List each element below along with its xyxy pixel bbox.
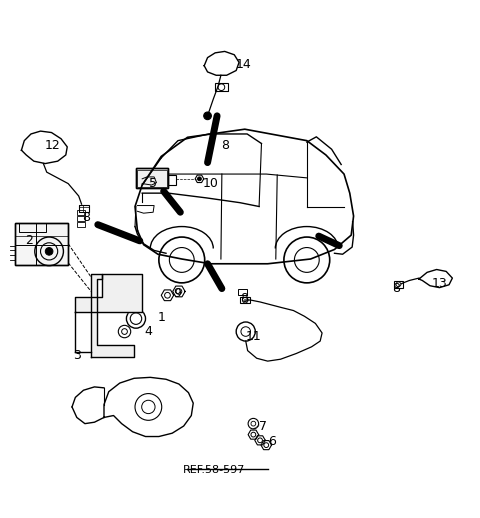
Bar — [137, 170, 167, 187]
Circle shape — [204, 112, 211, 120]
Text: 7: 7 — [259, 421, 267, 434]
Text: 8: 8 — [240, 292, 248, 305]
Text: 14: 14 — [236, 58, 252, 71]
Bar — [238, 289, 247, 295]
Bar — [77, 216, 85, 221]
Bar — [15, 223, 68, 265]
Text: 8: 8 — [393, 282, 400, 295]
Text: 5: 5 — [149, 177, 157, 190]
Text: 11: 11 — [245, 330, 261, 343]
Bar — [79, 205, 89, 212]
Text: 3: 3 — [73, 349, 81, 362]
Bar — [136, 168, 168, 189]
Bar — [394, 281, 403, 287]
Circle shape — [198, 177, 201, 181]
Bar — [19, 223, 46, 232]
Circle shape — [45, 248, 53, 255]
Text: 8: 8 — [221, 139, 229, 152]
Bar — [77, 222, 85, 226]
Bar — [79, 205, 84, 212]
Polygon shape — [75, 274, 142, 312]
Text: 8: 8 — [83, 210, 90, 223]
Text: 1: 1 — [157, 311, 165, 324]
Polygon shape — [91, 274, 134, 357]
Text: 9: 9 — [173, 287, 181, 300]
Text: 10: 10 — [203, 177, 218, 190]
Bar — [77, 210, 85, 215]
Bar — [168, 175, 176, 185]
Bar — [15, 223, 68, 265]
Text: REF.58-597: REF.58-597 — [182, 465, 245, 475]
Bar — [136, 168, 168, 189]
Text: 4: 4 — [144, 325, 152, 338]
Text: 12: 12 — [45, 139, 61, 152]
Text: 13: 13 — [432, 277, 447, 290]
Bar — [240, 297, 251, 303]
Text: 6: 6 — [268, 435, 276, 448]
Text: 2: 2 — [25, 234, 33, 248]
Bar — [215, 83, 228, 91]
